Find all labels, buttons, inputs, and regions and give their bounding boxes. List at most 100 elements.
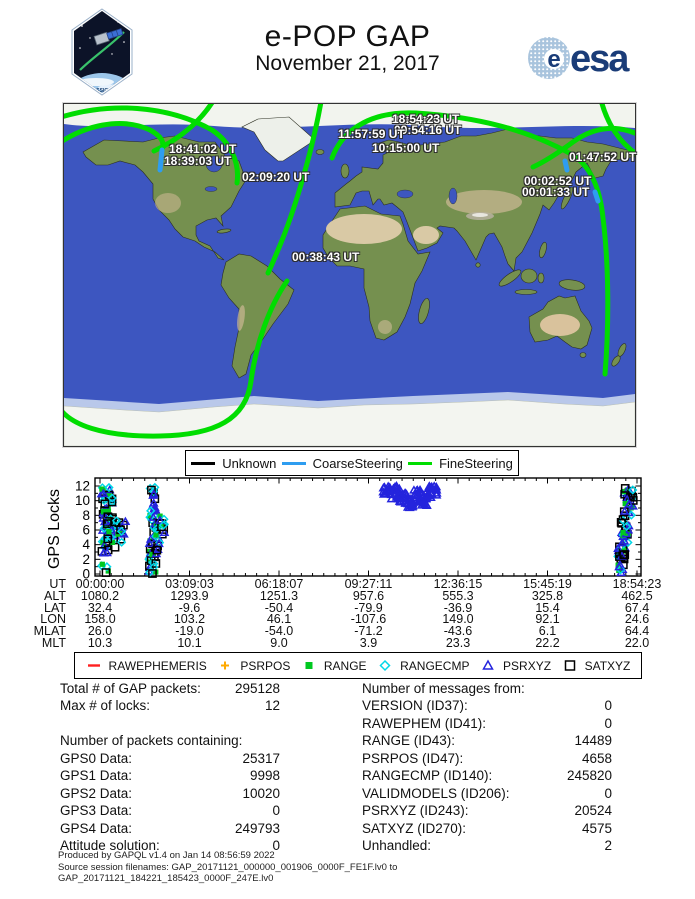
marker-legend-item: RANGE [301,659,367,673]
stat-label: GPS1 Data: [60,768,133,784]
stat-value: 2 [604,838,612,854]
stat-label: VALIDMODELS (ID206): [362,785,510,801]
footer-produced-line: Produced by GAPQL v1.4 on Jan 14 08:56:5… [58,850,275,861]
table-cell: 18:54:23 [612,577,662,591]
table-cell: 22.2 [535,636,560,650]
table-cell: -107.6 [350,612,387,627]
table-cell: 26.0 [87,624,113,639]
patch-text: CASSIOPE [89,88,116,94]
japan [560,186,574,210]
stat-value: 0 [272,838,280,854]
table-row-label: ALT [44,588,66,603]
stat-value: 249793 [234,820,280,836]
diamond-marker-icon [379,659,391,672]
table-row-label: MLAT [33,624,66,639]
table-cell: -19.0 [175,624,204,639]
stat-value: 20524 [574,803,612,819]
square-marker-icon [564,660,575,671]
table-cell: -36.9 [443,600,473,615]
steering-legend-item: Unknown [191,456,276,471]
legend-line-swatch [281,461,306,465]
steering-legend-item: CoarseSteering [281,455,403,471]
stat-label: Attitude solution: [60,838,160,854]
track-time-label: 11:57:59 UT [338,127,405,141]
stat-value: 0 [604,715,612,731]
stat-value: 25317 [242,750,280,766]
stat-value: 245820 [566,768,612,784]
table-cell: 462.5 [621,588,653,603]
marker-legend-item: PSRXYZ [480,659,551,673]
axis-ticks [95,478,641,576]
stat-value: 0 [604,698,612,714]
stat-label: RANGECMP (ID140): [362,768,493,784]
table-row-label: MLT [41,636,66,650]
table-cell: 64.4 [624,624,650,639]
cassiope-mission-patch: CASSIOPE [68,8,136,96]
track-time-label: 01:47:52 UT [569,150,637,164]
table-cell: 15.4 [535,600,560,615]
square-filled-marker-icon [305,662,313,669]
y-tick-label: 4 [82,537,90,552]
table-cell: 67.4 [624,600,650,615]
legend-label: RANGECMP [400,658,470,673]
inland-seas [204,155,458,205]
stat-label: SATXYZ (ID270): [362,820,467,836]
table-cell: 103.2 [173,612,206,627]
coarse-steering-tracks [157,147,601,204]
marker-legend: RAWEPHEMERIS PSRPOS RANGE RANGECMP PSRXYZ SAT… [74,652,642,679]
marker-legend-item: RAWEPHEMERIS [86,659,207,673]
table-cell: 9.0 [270,636,288,650]
stat-label: Max # of locks: [60,698,151,714]
legend-label: Unknown [222,455,277,471]
stat-label: GPS3 Data: [60,803,133,819]
ground-track-map: 18:41:02 UT 18:39:03 UT 02:09:20 UT 00:38:4… [63,103,636,447]
table-cell: 00:00:00 [75,577,125,591]
marker-legend-item: PSRPOS [217,659,290,673]
legend-label: CoarseSteering [312,455,403,471]
table-cell: 1080.2 [80,588,120,603]
stat-label: VERSION (ID37): [362,698,468,714]
esa-wordmark: esa [570,38,630,80]
stat-value: 0 [604,785,612,801]
legend-label: FineSteering [439,455,513,471]
table-cell: 1293.9 [170,588,209,603]
world-map [64,104,635,446]
track-time-label: 10:15:00 UT [372,141,440,155]
triangle-marker-icon [482,659,494,670]
stat-label: GPS0 Data: [60,750,133,766]
track-time-label: 00:38:43 UT [292,250,360,264]
table-row-label: LON [40,612,66,627]
stat-value: 4575 [581,820,612,836]
legend-label: RANGE [323,658,367,673]
track-time-label: 18:39:03 UT [164,154,232,168]
table-cell: 03:09:03 [165,577,214,591]
track-time-labels: 18:41:02 UT 18:39:03 UT 02:09:20 UT 00:38:4… [64,104,637,446]
tasmania [579,352,587,358]
terrain-tints [155,190,580,336]
steering-legend-item: FineSteering [408,456,513,471]
table-cell: -43.6 [443,624,473,639]
table-cell: 23.3 [445,636,471,650]
steering-legend: Unknown CoarseSteering FineSteering [185,450,519,476]
stat-label: RAWEPHEM (ID41): [362,715,487,731]
plus-marker-icon [221,661,230,670]
esa-logo: e esa [526,32,642,84]
stat-label: GPS2 Data: [60,785,133,801]
legend-label: SATXYZ [584,658,631,673]
stat-label: Unhandled: [362,838,432,854]
stat-value: 0 [272,803,280,819]
table-cell: 6.1 [538,624,557,639]
greenland [241,116,316,162]
y-tick-label: 10 [75,493,90,508]
stat-value: 14489 [574,733,612,749]
table-cell: -79.9 [354,600,383,615]
table-row-label: LAT [44,600,66,615]
footer: Produced by GAPQL v1.4 on Jan 14 08:56:5… [58,850,618,885]
table-cell: 15:45:19 [523,577,572,591]
stat-label: Total # of GAP packets: [60,681,201,696]
footer-source-line-1: Source session filenames: GAP_20171121_0… [58,861,398,873]
stat-value: 10020 [242,785,280,801]
stat-label: Number of packets containing: [60,733,243,749]
table-cell: 06:18:07 [254,577,304,591]
